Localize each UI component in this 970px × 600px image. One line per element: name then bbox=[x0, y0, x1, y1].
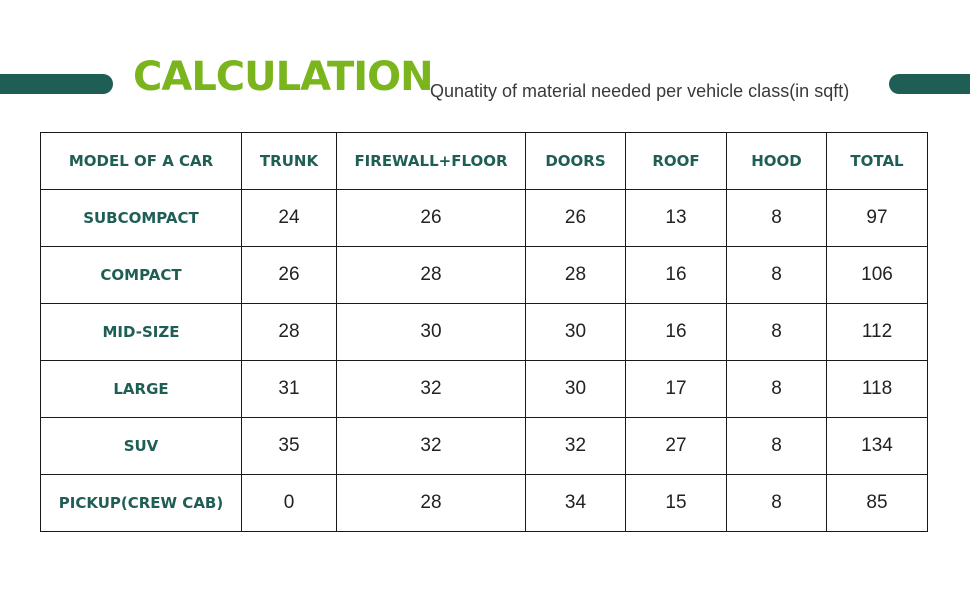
table-cell: 16 bbox=[625, 303, 727, 361]
right-decorative-bar bbox=[889, 74, 970, 94]
column-header-roof: ROOF bbox=[625, 132, 727, 190]
table-row: SUBCOMPACT 24 26 26 13 8 97 bbox=[40, 189, 928, 247]
table-cell: 35 bbox=[241, 417, 337, 475]
row-label: COMPACT bbox=[40, 246, 242, 304]
column-header-hood: HOOD bbox=[726, 132, 827, 190]
column-header-total: TOTAL bbox=[826, 132, 928, 190]
table-cell-total: 106 bbox=[826, 246, 928, 304]
table-cell: 24 bbox=[241, 189, 337, 247]
table-row: PICKUP(CREW CAB) 0 28 34 15 8 85 bbox=[40, 474, 928, 532]
table-cell: 8 bbox=[726, 360, 827, 418]
row-label: LARGE bbox=[40, 360, 242, 418]
left-decorative-bar bbox=[0, 74, 113, 94]
table-cell: 28 bbox=[241, 303, 337, 361]
table-cell: 30 bbox=[525, 303, 626, 361]
material-table: MODEL OF A CAR TRUNK FIREWALL+FLOOR DOOR… bbox=[40, 132, 928, 532]
table-cell: 28 bbox=[336, 246, 526, 304]
table-cell: 32 bbox=[525, 417, 626, 475]
row-label: MID-SIZE bbox=[40, 303, 242, 361]
table-cell-total: 112 bbox=[826, 303, 928, 361]
table-cell: 32 bbox=[336, 360, 526, 418]
table-cell: 28 bbox=[525, 246, 626, 304]
table-cell: 8 bbox=[726, 303, 827, 361]
table-cell: 16 bbox=[625, 246, 727, 304]
row-label: SUV bbox=[40, 417, 242, 475]
table-cell: 30 bbox=[336, 303, 526, 361]
table-cell: 34 bbox=[525, 474, 626, 532]
column-header-trunk: TRUNK bbox=[241, 132, 337, 190]
table-cell: 0 bbox=[241, 474, 337, 532]
table-cell: 8 bbox=[726, 189, 827, 247]
table-row: SUV 35 32 32 27 8 134 bbox=[40, 417, 928, 475]
column-header-doors: DOORS bbox=[525, 132, 626, 190]
table-cell: 8 bbox=[726, 474, 827, 532]
table-cell: 8 bbox=[726, 417, 827, 475]
table-cell: 26 bbox=[241, 246, 337, 304]
table-cell-total: 134 bbox=[826, 417, 928, 475]
table-row: MID-SIZE 28 30 30 16 8 112 bbox=[40, 303, 928, 361]
table-row: COMPACT 26 28 28 16 8 106 bbox=[40, 246, 928, 304]
table-cell: 26 bbox=[525, 189, 626, 247]
column-header-model: MODEL OF A CAR bbox=[40, 132, 242, 190]
table-cell: 32 bbox=[336, 417, 526, 475]
table-cell-total: 85 bbox=[826, 474, 928, 532]
table-cell: 15 bbox=[625, 474, 727, 532]
table-cell: 26 bbox=[336, 189, 526, 247]
table-row: LARGE 31 32 30 17 8 118 bbox=[40, 360, 928, 418]
table-header-row: MODEL OF A CAR TRUNK FIREWALL+FLOOR DOOR… bbox=[40, 132, 928, 190]
row-label: PICKUP(CREW CAB) bbox=[40, 474, 242, 532]
row-label: SUBCOMPACT bbox=[40, 189, 242, 247]
table-cell: 17 bbox=[625, 360, 727, 418]
table-cell: 27 bbox=[625, 417, 727, 475]
table-cell-total: 97 bbox=[826, 189, 928, 247]
table-cell: 30 bbox=[525, 360, 626, 418]
column-header-firewall-floor: FIREWALL+FLOOR bbox=[336, 132, 526, 190]
table-cell: 31 bbox=[241, 360, 337, 418]
table-cell-total: 118 bbox=[826, 360, 928, 418]
table-cell: 8 bbox=[726, 246, 827, 304]
table-cell: 28 bbox=[336, 474, 526, 532]
page-subtitle: Qunatity of material needed per vehicle … bbox=[430, 81, 850, 101]
table-cell: 13 bbox=[625, 189, 727, 247]
page-title: CALCULATION bbox=[133, 54, 434, 100]
